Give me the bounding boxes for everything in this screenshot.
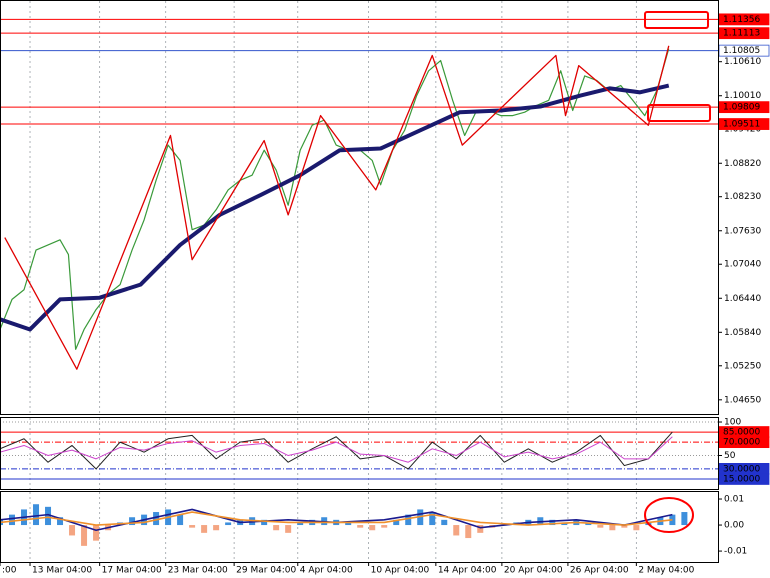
histogram-bar	[9, 514, 16, 526]
histogram-bar	[429, 512, 436, 526]
y-tick-label: -0.01	[724, 547, 747, 557]
x-tick-label: 26 Apr 04:00	[570, 566, 629, 576]
histogram-bar	[93, 525, 100, 541]
level-label: 70.0000	[723, 438, 760, 448]
histogram-bar	[273, 525, 280, 531]
x-tick-label: 23 Mar 04:00	[168, 566, 228, 576]
histogram-bar	[609, 525, 616, 531]
series-line	[0, 511, 673, 526]
y-tick-label: 1.06440	[724, 294, 761, 304]
level-label: 15.0000	[723, 474, 760, 484]
y-tick-label: 1.10010	[724, 91, 761, 101]
histogram-bar	[597, 525, 604, 528]
panel	[0, 1, 718, 414]
x-tick-label: 14 Apr 04:00	[438, 566, 497, 576]
histogram-bar	[681, 512, 688, 526]
series-line	[0, 48, 670, 350]
histogram-bar	[297, 522, 304, 526]
y-tick-label: 0.01	[724, 495, 744, 505]
level-label: 30.0000	[723, 464, 760, 474]
y-tick-label: 0.00	[724, 521, 744, 531]
level-label: 1.10805	[723, 46, 760, 56]
histogram-bar	[225, 522, 232, 526]
histogram-bar	[45, 506, 52, 526]
x-tick-label: 4 Apr 04:00	[300, 566, 353, 576]
y-tick-label: 1.08820	[724, 159, 761, 169]
series-line	[4, 45, 670, 370]
histogram-bar	[621, 525, 628, 528]
histogram-bar	[369, 525, 376, 531]
histogram-bar	[213, 525, 220, 531]
y-tick-label: 1.05840	[724, 328, 761, 338]
annotation-box	[647, 104, 711, 122]
histogram-bar	[57, 517, 64, 526]
y-tick-label: 1.07630	[724, 226, 761, 236]
y-tick-label: 100	[724, 418, 741, 428]
x-tick-label: 13 Mar 04:00	[32, 566, 92, 576]
level-label: 1.11356	[723, 15, 760, 25]
x-tick-label: 20 Apr 04:00	[504, 566, 563, 576]
histogram-bar	[441, 519, 448, 526]
histogram-bar	[189, 525, 196, 528]
histogram-bar	[381, 525, 388, 528]
x-tick-label: :00	[2, 566, 17, 576]
series-line	[0, 83, 670, 332]
panel	[0, 492, 688, 562]
macd-frame	[0, 491, 719, 563]
histogram-bar	[177, 514, 184, 526]
x-tick-label: 10 Apr 04:00	[371, 566, 430, 576]
level-label: 1.09809	[723, 103, 760, 113]
y-tick-label: 1.05250	[724, 361, 761, 371]
histogram-bar	[669, 514, 676, 526]
y-tick-label: 1.04650	[724, 395, 761, 405]
y-tick-label: 50	[724, 451, 736, 461]
y-tick-label: 1.07040	[724, 260, 761, 270]
y-tick-label: 1.08230	[724, 192, 761, 202]
annotation-circle	[644, 497, 694, 533]
histogram-bar	[129, 517, 136, 526]
level-label: 1.09511	[723, 120, 760, 130]
histogram-bar	[33, 504, 40, 526]
panel	[0, 418, 718, 489]
histogram-bar	[393, 519, 400, 526]
histogram-bar	[261, 519, 268, 526]
histogram-bar	[285, 525, 292, 533]
histogram-bar	[153, 512, 160, 526]
x-tick-label: 2 May 04:00	[638, 566, 694, 576]
x-tick-label: 29 Mar 04:00	[236, 566, 296, 576]
histogram-bar	[81, 525, 88, 546]
panel-frames	[0, 0, 719, 563]
histogram-bar	[549, 519, 556, 526]
main-frame	[0, 0, 719, 415]
histogram-bar	[405, 514, 412, 526]
histogram-bar	[201, 525, 208, 533]
histogram-bar	[477, 525, 484, 533]
series-line	[0, 436, 673, 463]
histogram-bar	[633, 525, 640, 531]
histogram-bar	[345, 522, 352, 526]
level-label: 1.11113	[723, 29, 760, 39]
y-tick-label: 1.10610	[724, 57, 761, 67]
annotation-box	[644, 11, 709, 29]
histogram-bar	[453, 525, 460, 536]
level-label: 85.0000	[723, 428, 760, 438]
x-tick-label: 17 Mar 04:00	[102, 566, 162, 576]
histogram-bar	[357, 525, 364, 528]
oscillator-frame	[0, 417, 719, 490]
histogram-bar	[465, 525, 472, 539]
annotations	[644, 11, 711, 533]
histogram-bar	[69, 525, 76, 536]
